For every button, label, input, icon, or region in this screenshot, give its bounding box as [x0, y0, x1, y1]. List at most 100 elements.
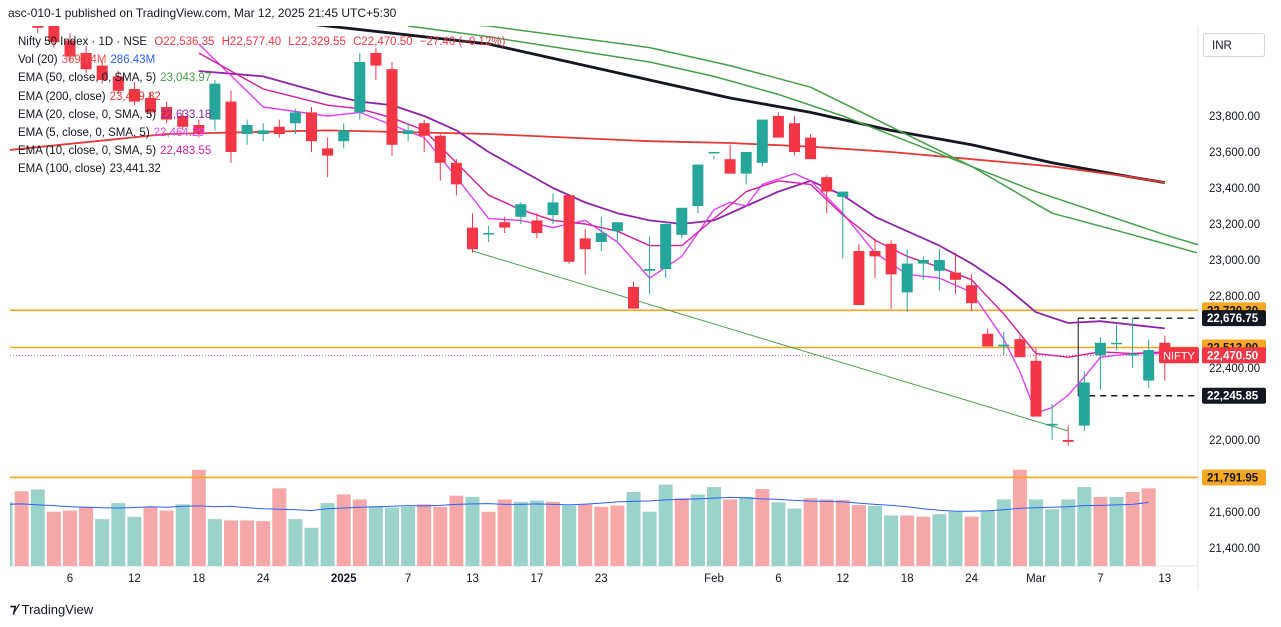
candle — [1078, 371, 1090, 431]
candle — [1127, 317, 1139, 368]
volume-bar — [755, 489, 770, 566]
legend-value: 369.74M — [61, 54, 107, 67]
candle — [837, 191, 849, 259]
volume-bar — [63, 510, 77, 566]
volume-bar — [1012, 469, 1027, 566]
volume-bar — [111, 503, 126, 566]
volume-bar — [1141, 488, 1156, 566]
volume-bar — [465, 496, 480, 566]
ema-lines — [10, 26, 1198, 414]
volume-bar — [401, 506, 416, 566]
ema-line — [10, 129, 1165, 184]
volume-bar — [803, 498, 818, 566]
volume-bar — [787, 508, 802, 566]
volume-bar — [1093, 496, 1108, 566]
volume-bar — [143, 506, 158, 566]
brand-name: TradingView — [21, 601, 94, 617]
candle — [1030, 348, 1042, 417]
volume-bar — [481, 511, 496, 566]
x-tick-label: 24 — [257, 573, 270, 585]
legend-value: 23,043.97 — [160, 72, 212, 85]
candle — [933, 249, 945, 291]
volume-bar — [739, 496, 754, 566]
candle — [821, 175, 833, 214]
candle — [611, 222, 623, 242]
volume-bar — [385, 507, 399, 566]
y-tick-label: 22,400.00 — [1209, 363, 1260, 375]
candle — [418, 119, 430, 152]
volume-bar — [368, 506, 383, 566]
volume-bar — [207, 519, 222, 566]
x-tick-label: 7 — [405, 573, 411, 585]
y-tick-label: 21,600.00 — [1209, 507, 1260, 519]
high-value: H22,577.40 — [221, 36, 282, 48]
currency-selector[interactable]: INR — [1203, 33, 1265, 57]
y-tick-label: 23,600.00 — [1209, 147, 1260, 159]
volume-bar — [964, 516, 979, 566]
volume-bar — [626, 492, 641, 566]
volume-bar — [1029, 499, 1043, 566]
candle — [48, 26, 60, 48]
volume-bar — [690, 494, 705, 566]
candle — [322, 137, 334, 178]
legend-value: 22,633.18 — [160, 108, 212, 121]
close-value: C22,470.50 — [353, 36, 413, 48]
y-tick-label: 21,400.00 — [1209, 543, 1260, 555]
symbol-tag-text: NIFTY — [1163, 350, 1195, 362]
candle — [563, 195, 575, 264]
volume-bar — [948, 511, 963, 566]
legend-row[interactable]: EMA (5, close, 0, SMA, 5) 22,464.29 — [18, 124, 505, 142]
candle — [80, 45, 92, 73]
ema-line — [198, 52, 1165, 358]
legend-label: Vol (20) — [18, 54, 58, 67]
x-tick-label: 2025 — [331, 573, 357, 585]
volume-bar — [723, 499, 738, 566]
candle — [177, 110, 189, 131]
volume-bar — [449, 495, 464, 566]
volume-bar — [224, 520, 238, 566]
legend-label: EMA (100, close) — [18, 163, 106, 176]
volume-bar — [79, 506, 94, 566]
legend-label: EMA (20, close, 0, SMA, 5) — [18, 108, 157, 121]
change-value: −27.40 (−0.12%) — [419, 36, 506, 48]
symbol-row[interactable]: Nifty 50 Index · 1D · NSE O22,536.35 H22… — [18, 33, 505, 51]
legend-row[interactable]: EMA (50, close, 0, SMA, 5) 23,043.97 — [18, 69, 505, 87]
candle — [241, 119, 253, 145]
volume-bar — [95, 519, 110, 566]
volume-bar — [304, 527, 319, 566]
ema-line — [198, 70, 1165, 330]
legend-row[interactable]: EMA (20, close, 0, SMA, 5) 22,633.18 — [18, 106, 505, 124]
candle — [1014, 335, 1026, 358]
y-tick-label: 22,000.00 — [1209, 435, 1260, 447]
candle — [193, 119, 205, 138]
x-tick-label: 13 — [1158, 573, 1171, 585]
volume-bar — [658, 484, 673, 566]
horizontal-levels[interactable] — [10, 309, 1198, 479]
candle — [386, 62, 398, 156]
legend-row[interactable]: EMA (10, close, 0, SMA, 5) 22,483.55 — [18, 142, 505, 160]
candle — [579, 229, 591, 275]
candle — [917, 256, 929, 280]
candle — [0, 0, 11, 1]
open-value: O22,536.35 — [154, 36, 215, 48]
candle — [692, 164, 704, 214]
candle — [64, 33, 76, 62]
candle — [740, 152, 752, 185]
candle — [756, 119, 768, 167]
trendlines[interactable] — [472, 250, 1069, 432]
legend-row[interactable]: EMA (100, close) 23,441.32 — [18, 160, 505, 178]
candle — [982, 328, 994, 347]
trendline[interactable] — [472, 250, 1069, 432]
dashed-price-label-text: 22,245.85 — [1207, 391, 1259, 403]
volume-bar — [1045, 509, 1060, 566]
legend-row[interactable]: Vol (20) 369.74M 286.43M — [18, 51, 505, 69]
volume-bar — [352, 499, 367, 566]
candle — [1111, 324, 1122, 350]
footer-brand[interactable]: ⁊⁄ TradingView — [10, 601, 93, 617]
y-tick-label: 22,800.00 — [1209, 291, 1260, 303]
legend-row[interactable]: EMA (200, close) 23,429.82 — [18, 88, 505, 106]
candle — [660, 222, 672, 278]
dashed-price-label — [1202, 310, 1266, 327]
volume-bar — [884, 515, 899, 566]
